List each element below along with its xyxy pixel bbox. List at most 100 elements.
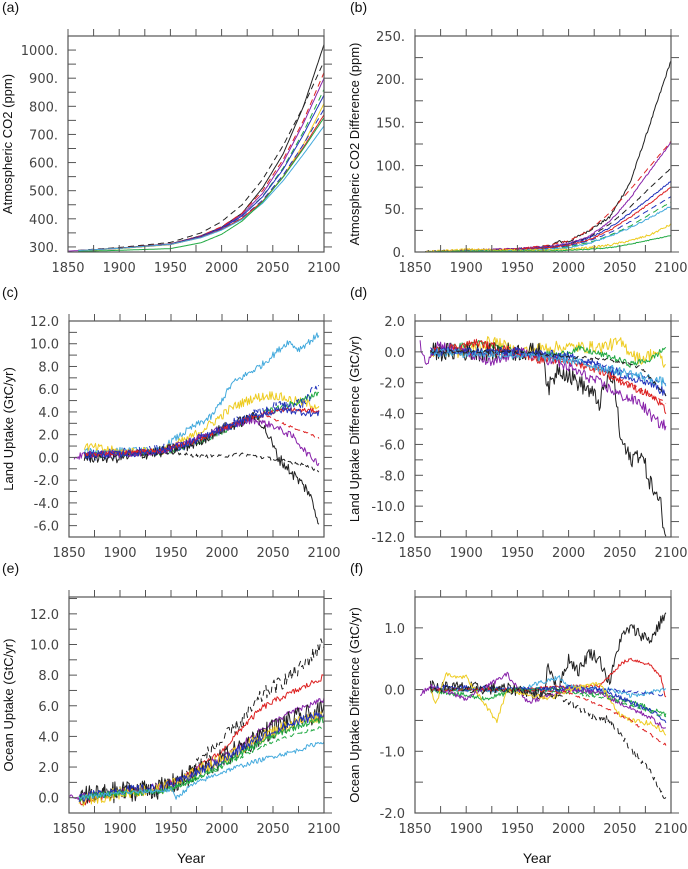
y-tick-label: 100.	[376, 160, 405, 175]
x-tick-label: 1900	[450, 546, 483, 561]
x-tick-label: 2050	[603, 546, 636, 561]
x-tick-label: 2000	[552, 261, 585, 276]
y-tick-label: 12.0	[30, 315, 59, 330]
x-tick-label: 1950	[154, 822, 187, 837]
x-tick-label: 1900	[450, 261, 483, 276]
y-tick-label: 12.0	[30, 608, 59, 623]
series-line-black-solid	[83, 412, 320, 525]
y-tick-label: 800.	[29, 100, 58, 115]
plot-frame	[68, 320, 325, 538]
x-axis-title-left: Year	[177, 850, 206, 866]
series-group	[424, 60, 671, 252]
series-line-red-dashed	[83, 414, 320, 457]
y-tick-label: 250.	[376, 30, 405, 45]
y-tick-label: -6.0	[34, 520, 59, 535]
panel-b: 1850 1900 1950 2000 2050 2100 0. 50. 100. 150. 200…	[347, 0, 688, 276]
x-tick-label: 2100	[307, 546, 340, 561]
y-tick-label: 700.	[29, 128, 58, 143]
y-tick-label: 8.0	[38, 669, 59, 684]
x-tick-label: 1950	[154, 261, 187, 276]
y-tick-label: 200.	[376, 73, 405, 88]
x-tick-label: 2100	[654, 822, 687, 837]
x-tick-label: 2100	[654, 261, 687, 276]
y-tick-label: 6.0	[38, 700, 59, 715]
series-group	[420, 612, 667, 799]
series-line-purple	[69, 697, 324, 801]
y-tick-label: -2.0	[380, 807, 405, 822]
x-tick-label: 2050	[603, 261, 636, 276]
series-group	[69, 638, 324, 807]
y-tick-label: 0.0	[384, 346, 405, 361]
x-tick-label: 2000	[205, 822, 238, 837]
x-tick-label: 2000	[205, 261, 238, 276]
x-tick-label: 2050	[256, 822, 289, 837]
series-line-black-dashed	[83, 450, 320, 473]
y-axis-title: Ocean Uptake (GtC/yr)	[1, 639, 16, 772]
series-line-blue-solid	[78, 94, 324, 252]
series-line-blue-solid	[78, 712, 324, 803]
y-axis-title: Ocean Uptake Difference (GtC/yr)	[347, 607, 362, 803]
y-tick-label: 150.	[376, 116, 405, 131]
y-tick-label: 500.	[29, 185, 58, 200]
plot-frame	[67, 35, 325, 253]
x-tick-label: 2100	[654, 546, 687, 561]
panel-d: 1850 1900 1950 2000 2050 2100 -12.0 -10.0 -8.0 -6…	[347, 284, 688, 561]
series-line-purple	[73, 416, 320, 467]
panel-label: (e)	[2, 560, 19, 576]
x-tick-label: 2100	[307, 261, 340, 276]
y-tick-label: -4.0	[34, 497, 59, 512]
y-axis-title: Atmospheric CO2 (ppm)	[0, 74, 15, 214]
series-line-cyan	[78, 741, 324, 800]
series-line-black-solid	[78, 44, 324, 252]
series-line-black-dashed	[429, 685, 667, 799]
plot-frame	[68, 596, 325, 814]
y-tick-label: 0.0	[38, 792, 59, 807]
x-tick-label: 1850	[52, 822, 85, 837]
x-tick-label: 2000	[552, 546, 585, 561]
x-tick-label: 1950	[154, 546, 187, 561]
y-tick-label: 1.0	[384, 622, 405, 637]
x-tick-label: 1850	[398, 261, 431, 276]
x-tick-label: 2100	[307, 822, 340, 837]
y-tick-label: -2.0	[34, 474, 59, 489]
x-tick-label: 1900	[450, 822, 483, 837]
y-tick-label: 2.0	[38, 429, 59, 444]
y-tick-label: 0.0	[384, 684, 405, 699]
series-line-green-dashed	[430, 687, 667, 718]
series-line-blue-dashed	[78, 108, 324, 252]
y-tick-label: -8.0	[380, 469, 405, 484]
x-tick-label: 1900	[103, 546, 136, 561]
x-tick-label: 1850	[398, 822, 431, 837]
y-tick-label: 0.0	[38, 451, 59, 466]
y-tick-label: 10.0	[30, 338, 59, 353]
x-tick-label: 1850	[51, 261, 84, 276]
panel-f: 1850 1900 1950 2000 2050 2100 -2.0 -1.0 0.0 1.0 Oc…	[347, 560, 688, 837]
x-tick-label: 1900	[103, 822, 136, 837]
y-tick-label: 50.	[384, 203, 405, 218]
panel-label: (f)	[350, 560, 363, 576]
series-line-green-solid	[78, 716, 324, 801]
y-tick-label: 2.0	[38, 761, 59, 776]
x-tick-label: 2000	[205, 546, 238, 561]
x-tick-label: 1850	[398, 546, 431, 561]
x-tick-label: 2050	[256, 261, 289, 276]
series-line-purple	[420, 671, 666, 729]
y-tick-label: 900.	[29, 72, 58, 87]
y-tick-label: 10.0	[30, 638, 59, 653]
x-tick-label: 1950	[501, 546, 534, 561]
series-group	[68, 44, 324, 252]
panel-e: 1850 1900 1950 2000 2050 2100 0.0 2.0 4.0 6.0 8.0 1…	[1, 560, 341, 837]
panel-label: (b)	[350, 0, 367, 15]
x-tick-label: 2050	[256, 546, 289, 561]
panel-label: (d)	[350, 284, 367, 300]
panel-label: (a)	[2, 0, 19, 15]
y-tick-label: -12.0	[371, 531, 405, 546]
x-tick-label: 1900	[103, 261, 136, 276]
panel-c: 1850 1900 1950 2000 2050 2100 -6.0 -4.0 -2.0 0.0 2…	[1, 284, 341, 561]
x-tick-label: 2000	[552, 822, 585, 837]
series-line-yellow	[78, 103, 324, 252]
series-line-black-dashed	[79, 638, 324, 803]
y-axis-title: Atmospheric CO2 Difference (ppm)	[347, 43, 362, 246]
y-tick-label: -6.0	[380, 438, 405, 453]
